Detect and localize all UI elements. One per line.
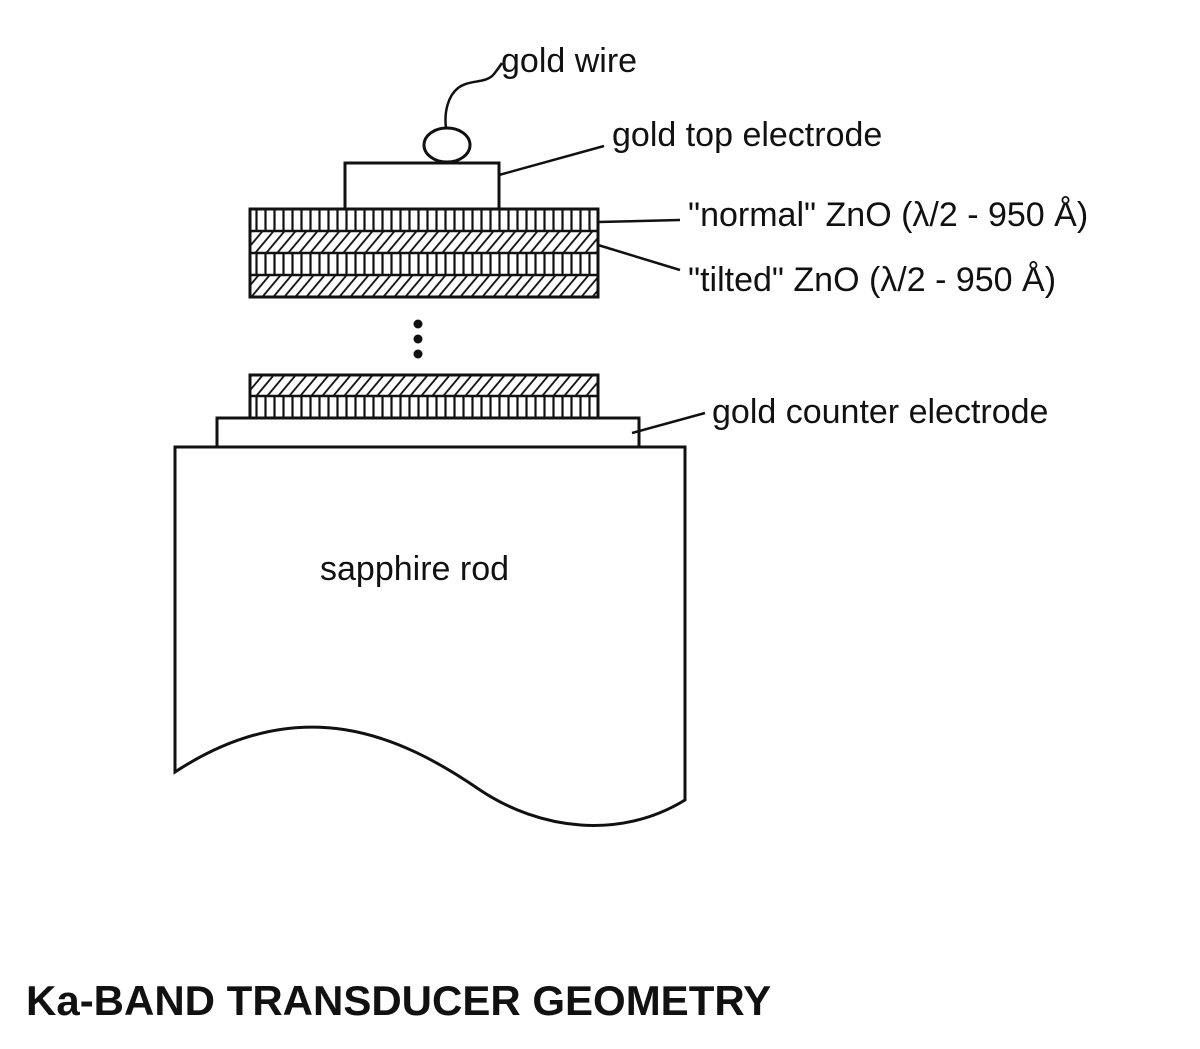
label-gold-counter-electrode: gold counter electrode	[712, 393, 1048, 431]
leader-top-electrode	[498, 144, 605, 177]
label-sapphire-rod: sapphire rod	[320, 550, 509, 588]
label-gold-top-electrode: gold top electrode	[612, 116, 882, 154]
gold-top-electrode	[343, 161, 501, 211]
gold-wire	[444, 62, 504, 129]
leader-counter-electrode	[631, 411, 706, 435]
figure-caption: Ka-BAND TRANSDUCER GEOMETRY	[26, 977, 771, 1024]
wire-bond-ball	[422, 126, 472, 164]
leader-normal-zno	[597, 218, 681, 224]
ellipsis-dots	[413, 319, 423, 359]
label-normal-zno: "normal" ZnO (λ/2 - 950 Å)	[688, 196, 1088, 234]
gold-counter-electrode	[215, 416, 641, 449]
label-tilted-zno: "tilted" ZnO (λ/2 - 950 Å)	[688, 261, 1056, 299]
leader-tilted-zno	[597, 243, 681, 272]
zno-stack-top	[248, 207, 600, 299]
label-gold-wire: gold wire	[501, 42, 637, 80]
zno-stack-bottom	[248, 373, 600, 420]
sapphire-rod	[173, 445, 687, 827]
